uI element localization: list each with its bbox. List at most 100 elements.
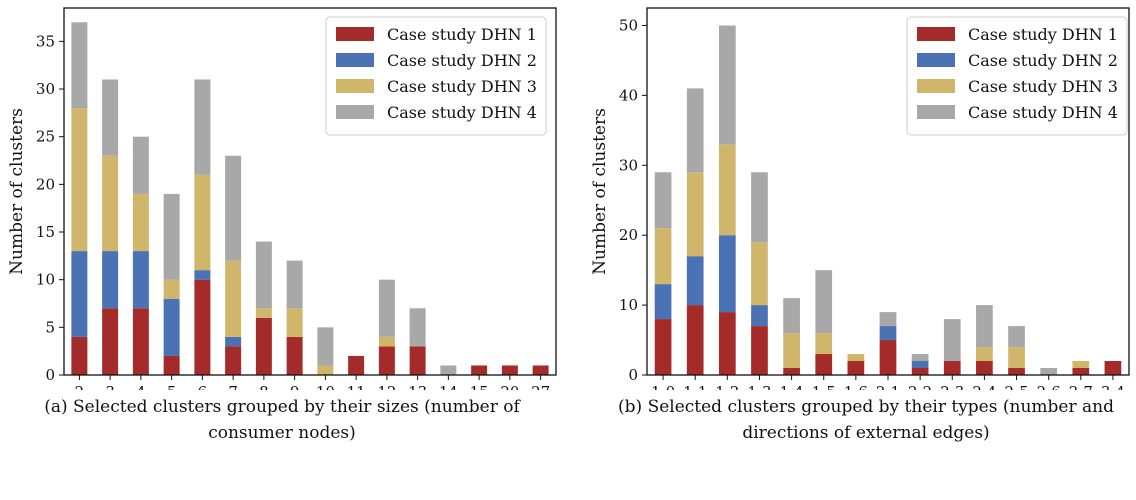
bar-6-series-3 xyxy=(194,174,211,271)
bar-3-4-series-1 xyxy=(1104,361,1122,375)
legend-label-1: Case study DHN 1 xyxy=(968,25,1118,44)
bar-9-series-3 xyxy=(286,308,303,337)
x-tick-label: 4 xyxy=(136,383,146,390)
bar-9-series-4 xyxy=(286,260,303,309)
legend-swatch-1 xyxy=(917,27,955,41)
bar-1-6-series-1 xyxy=(847,361,865,375)
y-axis-label: Number of clusters xyxy=(590,108,610,275)
x-tick-label: 2 xyxy=(75,383,85,390)
x-tick-label: 6 xyxy=(198,383,208,390)
x-tick-label: 8 xyxy=(259,383,269,390)
bar-7-series-1 xyxy=(225,346,242,375)
y-tick-label: 40 xyxy=(619,86,638,104)
bar-2-5-series-3 xyxy=(1008,347,1025,369)
legend-label-2: Case study DHN 2 xyxy=(968,51,1118,70)
bar-8-series-4 xyxy=(255,241,272,309)
y-tick-label: 20 xyxy=(36,175,55,193)
x-tick-label: 11 xyxy=(347,383,366,390)
x-tick-label: 13 xyxy=(408,383,427,390)
bar-1-1-series-2 xyxy=(686,256,704,306)
bar-5-series-1 xyxy=(163,355,180,375)
caption-b: (b) Selected clusters grouped by their t… xyxy=(618,397,1114,443)
bar-11-series-1 xyxy=(348,355,365,375)
x-tick-label: 2-7 xyxy=(1069,383,1093,390)
y-axis-label: Number of clusters xyxy=(7,108,27,275)
bar-5-series-4 xyxy=(163,193,180,280)
bar-1-5-series-1 xyxy=(815,354,833,375)
x-tick-label: 1-2 xyxy=(715,383,739,390)
bar-4-series-2 xyxy=(132,251,149,309)
bar-1-1-series-4 xyxy=(686,88,704,173)
bar-3-series-1 xyxy=(102,308,119,375)
bar-13-series-1 xyxy=(409,346,426,375)
legend-swatch-3 xyxy=(336,79,374,93)
legend-box xyxy=(325,16,547,136)
bar-12-series-1 xyxy=(378,346,395,375)
bar-2-series-3 xyxy=(71,108,88,252)
bar-1-3-series-2 xyxy=(751,305,768,327)
x-tick-label: 1-5 xyxy=(812,383,836,390)
figure: 05101520253035234567891011121314152027Cl… xyxy=(7,7,1130,390)
bar-10-series-3 xyxy=(317,365,334,375)
x-tick-label: 1-1 xyxy=(683,383,707,390)
y-tick-label: 25 xyxy=(36,128,55,146)
bar-3-series-3 xyxy=(102,155,119,252)
bar-2-7-series-3 xyxy=(1072,361,1090,369)
bar-1-0-series-2 xyxy=(654,284,672,320)
x-tick-label: 12 xyxy=(377,383,396,390)
bar-2-3-series-4 xyxy=(943,319,961,362)
x-tick-label: 2-5 xyxy=(1004,383,1028,390)
bar-2-4-series-3 xyxy=(976,347,993,362)
bar-1-5-series-3 xyxy=(815,333,833,355)
bar-2-7-series-1 xyxy=(1072,368,1090,375)
y-tick-label: 50 xyxy=(619,16,638,34)
bar-12-series-3 xyxy=(378,336,395,347)
bar-15-series-1 xyxy=(471,365,488,375)
plot-frame xyxy=(63,7,557,376)
legend-swatch-1 xyxy=(336,27,374,41)
bar-2-4-series-4 xyxy=(976,305,993,348)
bar-2-series-1 xyxy=(71,336,88,375)
x-tick-label: 2-4 xyxy=(972,383,996,390)
bar-9-series-1 xyxy=(286,336,303,375)
legend-label-3: Case study DHN 3 xyxy=(387,77,537,96)
legend-label-3: Case study DHN 3 xyxy=(968,77,1118,96)
bar-2-series-2 xyxy=(71,251,88,337)
x-tick-label: 7 xyxy=(228,383,238,390)
bar-1-0-series-3 xyxy=(654,228,672,285)
x-tick-label: 2-6 xyxy=(1037,383,1061,390)
bar-3-series-4 xyxy=(102,79,119,156)
x-tick-label: 1-3 xyxy=(747,383,771,390)
bar-7-series-2 xyxy=(225,336,242,347)
bar-2-5-series-1 xyxy=(1008,368,1025,375)
bar-8-series-3 xyxy=(255,308,272,318)
bar-2-4-series-1 xyxy=(976,361,993,375)
bar-13-series-4 xyxy=(409,308,426,347)
x-tick-label: 15 xyxy=(470,383,489,390)
y-tick-label: 15 xyxy=(36,223,55,241)
x-tick-label: 3-4 xyxy=(1101,383,1125,390)
bar-1-2-series-1 xyxy=(718,312,736,375)
bar-3-series-2 xyxy=(102,251,119,309)
bar-2-2-series-4 xyxy=(911,354,929,362)
x-tick-label: 20 xyxy=(500,383,519,390)
y-tick-label: 30 xyxy=(36,80,55,98)
bar-1-5-series-4 xyxy=(815,270,833,334)
bar-1-1-series-1 xyxy=(686,305,704,375)
bar-2-5-series-4 xyxy=(1008,326,1025,348)
x-tick-label: 1-4 xyxy=(780,383,804,390)
bar-2-series-4 xyxy=(71,22,88,109)
bar-6-series-4 xyxy=(194,79,211,175)
bar-2-6-series-4 xyxy=(1040,368,1058,375)
bar-2-3-series-1 xyxy=(943,361,961,375)
legend-swatch-2 xyxy=(917,53,955,67)
legend-swatch-4 xyxy=(917,105,955,119)
bar-6-series-2 xyxy=(194,270,211,280)
bar-2-1-series-2 xyxy=(879,326,897,341)
y-tick-label: 35 xyxy=(36,32,55,50)
x-tick-label: 3 xyxy=(105,383,115,390)
bar-1-3-series-1 xyxy=(751,326,768,375)
legend-swatch-4 xyxy=(336,105,374,119)
legend-box xyxy=(906,16,1128,136)
y-tick-label: 20 xyxy=(619,226,638,244)
